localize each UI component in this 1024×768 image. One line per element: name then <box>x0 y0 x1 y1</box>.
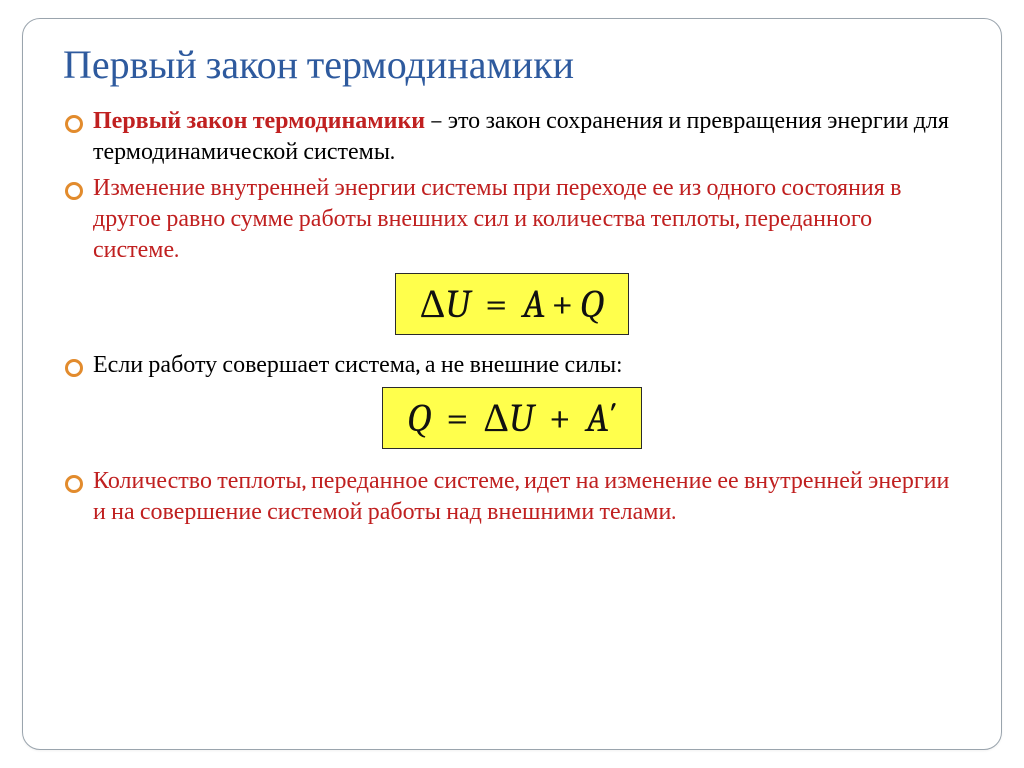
formula-1-eq: = <box>479 281 513 327</box>
bullet-4-text: Количество теплоты, переданное системе, … <box>93 466 949 525</box>
formula-2-delta: Δ <box>483 395 509 441</box>
formula-1-A: A <box>522 281 545 327</box>
formula-1-delta: Δ <box>420 281 446 327</box>
formula-2-eq: = <box>440 395 474 441</box>
bullet-3-text: Если работу совершает система, а не внеш… <box>93 350 622 378</box>
formula-2-wrap: Q = ΔU + A′ <box>63 387 961 449</box>
bullet-list: Первый закон термодинамики – это закон с… <box>63 105 961 265</box>
bullet-list-2: Если работу совершает система, а не внеш… <box>63 349 961 380</box>
formula-1-wrap: ΔU = A+Q <box>63 273 961 335</box>
slide-title: Первый закон термодинамики <box>63 43 961 87</box>
formula-1: ΔU = A+Q <box>395 273 630 335</box>
bullet-list-3: Количество теплоты, переданное системе, … <box>63 465 961 526</box>
formula-2: Q = ΔU + A′ <box>382 387 643 449</box>
formula-2-A: A <box>586 395 609 441</box>
bullet-2: Изменение внутренней энергии системы при… <box>63 172 961 264</box>
bullet-3: Если работу совершает система, а не внеш… <box>63 349 961 380</box>
formula-1-Q: Q <box>579 281 604 327</box>
slide: Первый закон термодинамики Первый закон … <box>0 0 1024 768</box>
formula-2-U: U <box>509 395 534 441</box>
formula-1-plus: + <box>545 281 579 327</box>
formula-1-U: U <box>445 281 470 327</box>
bullet-4: Количество теплоты, переданное системе, … <box>63 465 961 526</box>
bullet-1-lead: Первый закон термодинамики <box>93 106 425 134</box>
slide-card: Первый закон термодинамики Первый закон … <box>22 18 1002 750</box>
bullet-2-text: Изменение внутренней энергии системы при… <box>93 173 901 262</box>
formula-2-plus: + <box>543 395 577 441</box>
bullet-1: Первый закон термодинамики – это закон с… <box>63 105 961 166</box>
formula-2-Q: Q <box>407 395 432 441</box>
formula-2-prime: ′ <box>609 395 618 436</box>
